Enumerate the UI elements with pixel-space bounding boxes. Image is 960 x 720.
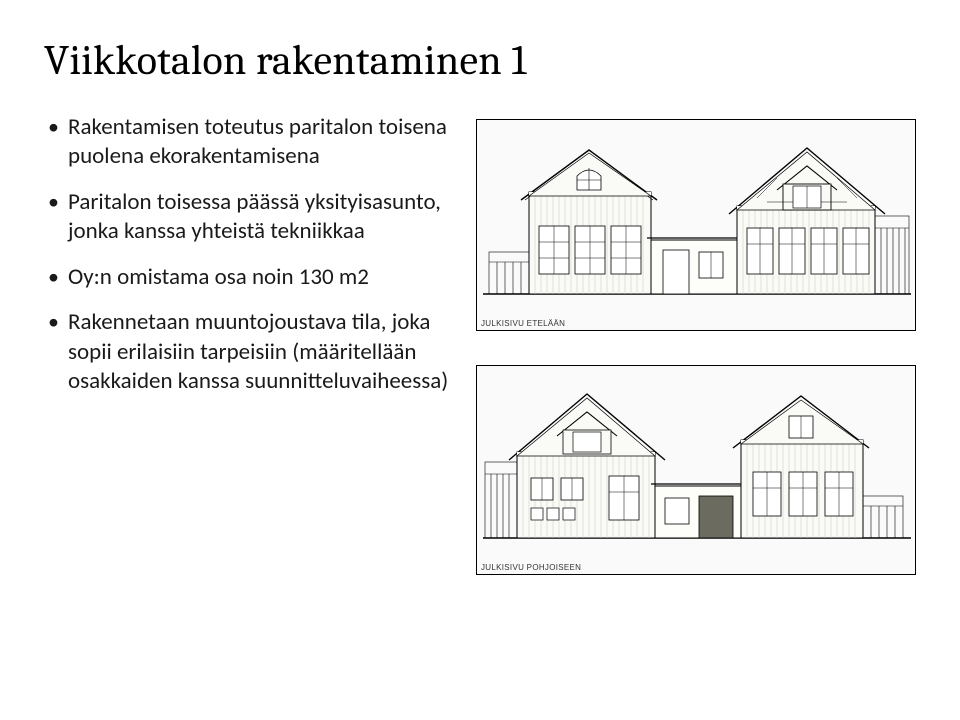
bullet-list: Rakentamisen toteutus paritalon toisena … [44,113,456,397]
elevation-south-svg [477,120,917,332]
elevation-south: JULKISIVU ETELÄÄN [476,119,916,331]
bullet-item: Oy:n omistama osa noin 130 m2 [44,263,456,292]
bullet-item: Rakennetaan muuntojoustava tila, joka so… [44,308,456,396]
slide-title: Viikkotalon rakentaminen 1 [44,36,916,85]
elevation-north-svg [477,366,917,576]
elevation-north: JULKISIVU POHJOISEEN [476,365,916,575]
content-row: Rakentamisen toteutus paritalon toisena … [44,113,916,575]
bullet-item: Paritalon toisessa päässä yksityisasunto… [44,188,456,247]
bullet-item: Rakentamisen toteutus paritalon toisena … [44,113,456,172]
diagram-caption-north: JULKISIVU POHJOISEEN [481,563,581,572]
right-column: JULKISIVU ETELÄÄN [476,113,916,575]
left-column: Rakentamisen toteutus paritalon toisena … [44,113,456,575]
diagram-caption-south: JULKISIVU ETELÄÄN [481,319,565,328]
